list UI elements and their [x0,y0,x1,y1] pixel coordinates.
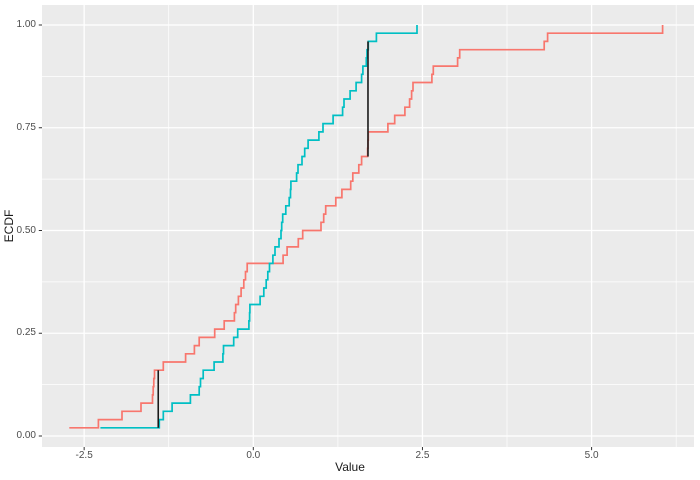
y-tick-label: 0.00 [16,430,36,441]
x-tick-label: 0.0 [246,450,261,461]
ecdf-line-red [69,25,664,429]
y-tick-label: 0.75 [16,121,36,133]
x-tick-label: -2.5 [75,450,93,461]
x-tick-label: 2.5 [415,450,430,461]
x-axis-title: Value [335,460,365,474]
y-tick-label: 1.00 [16,19,36,30]
y-tick-label: 0.25 [16,327,36,339]
panel-contents [42,5,694,447]
y-tick-label: 0.50 [16,224,36,236]
y-axis-title: ECDF [2,209,16,243]
x-tick-label: 5.0 [584,450,599,461]
ecdf-line-cyan [100,25,418,429]
